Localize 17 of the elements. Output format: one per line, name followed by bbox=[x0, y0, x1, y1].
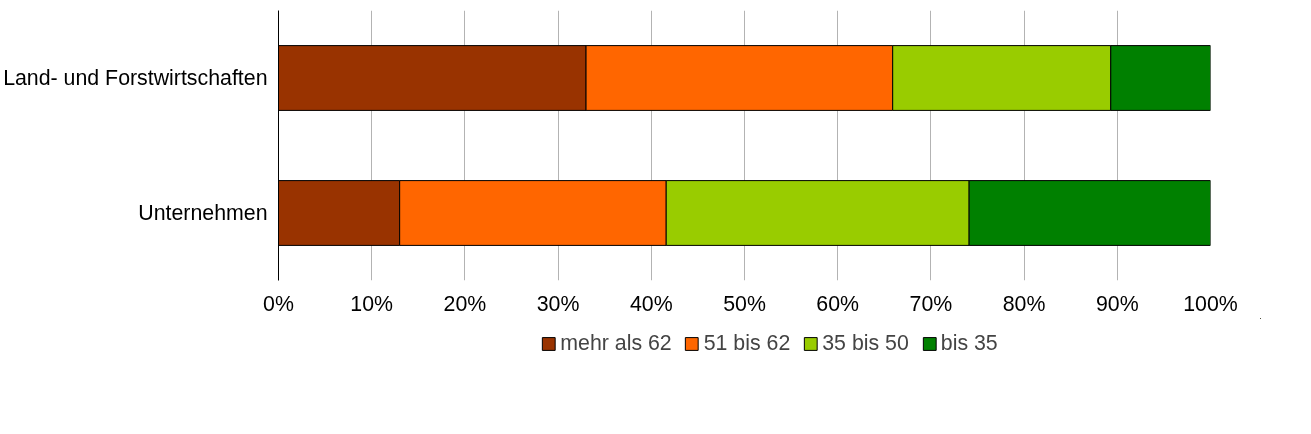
x-tick-label: 40% bbox=[629, 291, 673, 316]
x-tick-label: 70% bbox=[909, 291, 953, 316]
legend-label: 35 bis 50 bbox=[822, 330, 909, 356]
legend-label: 51 bis 62 bbox=[703, 330, 791, 356]
x-tick-label: 10% bbox=[350, 291, 394, 316]
x-tick-label: 30% bbox=[536, 291, 580, 316]
y-tick-label: Unternehmen bbox=[138, 201, 268, 225]
x-tick-label: 20% bbox=[443, 291, 487, 316]
x-tick-label: 0% bbox=[263, 291, 294, 316]
x-tick-label: 80% bbox=[1002, 291, 1046, 316]
legend-label: bis 35 bbox=[940, 330, 998, 356]
legend-label: mehr als 62 bbox=[560, 330, 672, 356]
y-tick-label: Land- und Forstwirtschaften bbox=[3, 66, 268, 90]
x-tick-label: 60% bbox=[816, 291, 860, 316]
x-tick-label: 100% bbox=[1183, 291, 1238, 316]
x-tick-label: 90% bbox=[1095, 291, 1139, 316]
x-tick-label: 50% bbox=[723, 291, 766, 316]
